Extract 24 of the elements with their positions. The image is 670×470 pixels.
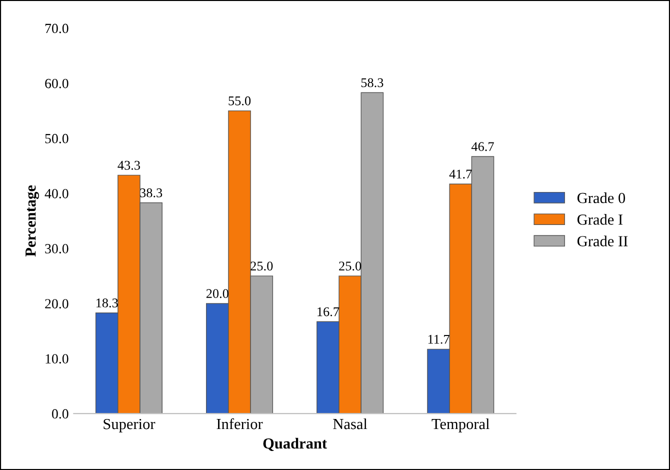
y-axis-title: Percentage [26, 185, 39, 257]
y-tick-label: 0.0 [52, 409, 68, 419]
x-tick-label: Superior [104, 418, 156, 432]
y-tick-label: 60.0 [45, 78, 68, 88]
y-tick-label: 20.0 [45, 299, 68, 308]
x-tick-label: Inferior [216, 418, 263, 430]
y-tick-label: 30.0 [45, 244, 68, 254]
data-label: 46.7 [471, 142, 494, 152]
data-label: 11.7 [428, 334, 450, 344]
x-tick-label: Nasal [333, 418, 368, 430]
legend-label: Grade 0 [577, 192, 626, 204]
y-tick-label: 50.0 [45, 134, 68, 144]
legend-label: Grade I [577, 214, 623, 225]
data-label: 43.3 [118, 160, 140, 170]
data-label: 58.3 [361, 78, 384, 88]
x-tick-label: Temporal [432, 418, 490, 432]
data-label: 20.0 [206, 289, 228, 298]
data-label: 55.0 [228, 96, 251, 106]
y-tick-label: 10.0 [46, 354, 68, 364]
data-label: 38.3 [140, 188, 162, 198]
x-axis-title: Quadrant [263, 438, 327, 451]
y-tick-label: 40.0 [44, 188, 68, 198]
legend-label: Grade II [577, 236, 628, 246]
y-tick-label: 70.0 [45, 24, 68, 34]
